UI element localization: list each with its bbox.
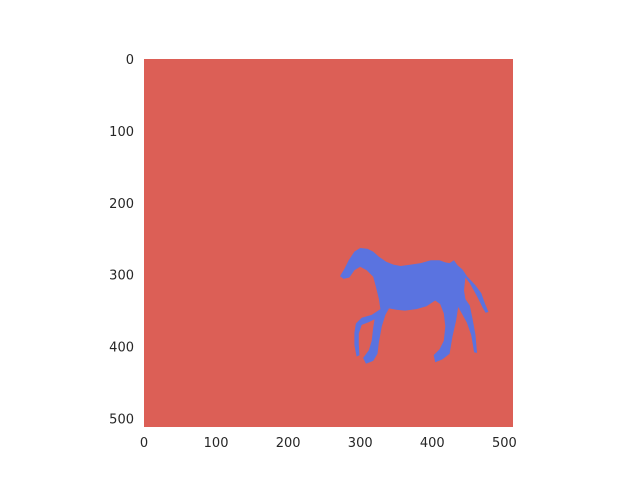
y-tick-label: 500 bbox=[109, 412, 134, 427]
y-tick-label: 100 bbox=[109, 125, 134, 140]
x-axis: 0 100 200 300 400 500 bbox=[140, 436, 517, 451]
y-tick-label: 400 bbox=[109, 341, 134, 356]
x-tick-label: 400 bbox=[420, 436, 445, 451]
x-tick-label: 300 bbox=[348, 436, 373, 451]
x-tick-label: 0 bbox=[140, 436, 148, 451]
x-tick-label: 500 bbox=[492, 436, 517, 451]
horse-mask-region bbox=[340, 248, 489, 364]
y-tick-label: 0 bbox=[126, 53, 134, 68]
x-tick-label: 100 bbox=[204, 436, 229, 451]
y-tick-label: 300 bbox=[109, 269, 134, 284]
x-tick-label: 200 bbox=[276, 436, 301, 451]
mask-background-region bbox=[144, 59, 513, 427]
y-tick-label: 200 bbox=[109, 197, 134, 212]
y-axis: 0 100 200 300 400 500 bbox=[109, 53, 134, 427]
